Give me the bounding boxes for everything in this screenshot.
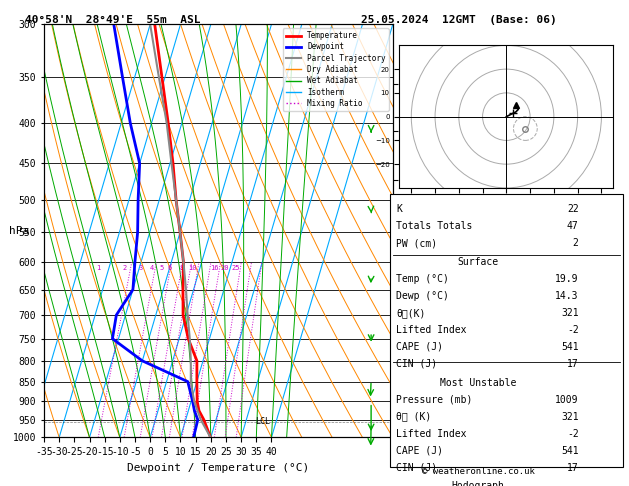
Text: 17: 17: [567, 463, 579, 473]
Text: K: K: [396, 204, 402, 214]
Text: CAPE (J): CAPE (J): [396, 342, 443, 352]
FancyBboxPatch shape: [390, 194, 623, 467]
Text: 19.9: 19.9: [555, 274, 579, 284]
Text: CIN (J): CIN (J): [396, 359, 437, 369]
Text: Totals Totals: Totals Totals: [396, 221, 472, 231]
Text: LCL: LCL: [255, 417, 270, 426]
Text: Dewp (°C): Dewp (°C): [396, 291, 449, 301]
Text: 3: 3: [138, 265, 142, 271]
Text: Lifted Index: Lifted Index: [396, 429, 467, 439]
Text: 8: 8: [180, 265, 184, 271]
Text: 6: 6: [167, 265, 172, 271]
Text: Lifted Index: Lifted Index: [396, 325, 467, 335]
Text: 17: 17: [567, 359, 579, 369]
Text: 5: 5: [159, 265, 164, 271]
Text: 25.05.2024  12GMT  (Base: 06): 25.05.2024 12GMT (Base: 06): [361, 15, 557, 25]
Text: Most Unstable: Most Unstable: [440, 378, 516, 388]
Text: 321: 321: [561, 412, 579, 422]
Text: 20: 20: [221, 265, 230, 271]
Y-axis label: km
ASL: km ASL: [414, 222, 435, 240]
Text: 47: 47: [567, 221, 579, 231]
Text: 2: 2: [573, 238, 579, 248]
Text: CIN (J): CIN (J): [396, 463, 437, 473]
Text: 10: 10: [188, 265, 196, 271]
Text: 1009: 1009: [555, 395, 579, 405]
X-axis label: Dewpoint / Temperature (°C): Dewpoint / Temperature (°C): [127, 463, 309, 473]
Text: -2: -2: [567, 429, 579, 439]
Text: θᴇ(K): θᴇ(K): [396, 308, 426, 318]
Text: hPa: hPa: [9, 226, 30, 236]
Text: CAPE (J): CAPE (J): [396, 446, 443, 456]
Text: PW (cm): PW (cm): [396, 238, 437, 248]
Text: Temp (°C): Temp (°C): [396, 274, 449, 284]
Text: Surface: Surface: [457, 257, 499, 267]
Text: 25: 25: [232, 265, 240, 271]
Text: -2: -2: [567, 325, 579, 335]
Text: 541: 541: [561, 446, 579, 456]
Text: 16: 16: [210, 265, 218, 271]
Text: 541: 541: [561, 342, 579, 352]
Text: 4: 4: [150, 265, 154, 271]
Text: 40°58'N  28°49'E  55m  ASL: 40°58'N 28°49'E 55m ASL: [25, 15, 201, 25]
Text: Hodograph: Hodograph: [452, 482, 504, 486]
Legend: Temperature, Dewpoint, Parcel Trajectory, Dry Adiabat, Wet Adiabat, Isotherm, Mi: Temperature, Dewpoint, Parcel Trajectory…: [283, 28, 389, 111]
Text: © weatheronline.co.uk: © weatheronline.co.uk: [421, 467, 535, 476]
Text: 1: 1: [96, 265, 101, 271]
Text: θᴇ (K): θᴇ (K): [396, 412, 431, 422]
Text: 14.3: 14.3: [555, 291, 579, 301]
Text: 22: 22: [567, 204, 579, 214]
Text: Pressure (mb): Pressure (mb): [396, 395, 472, 405]
X-axis label: kt: kt: [501, 205, 511, 214]
Text: 321: 321: [561, 308, 579, 318]
Text: 2: 2: [122, 265, 126, 271]
